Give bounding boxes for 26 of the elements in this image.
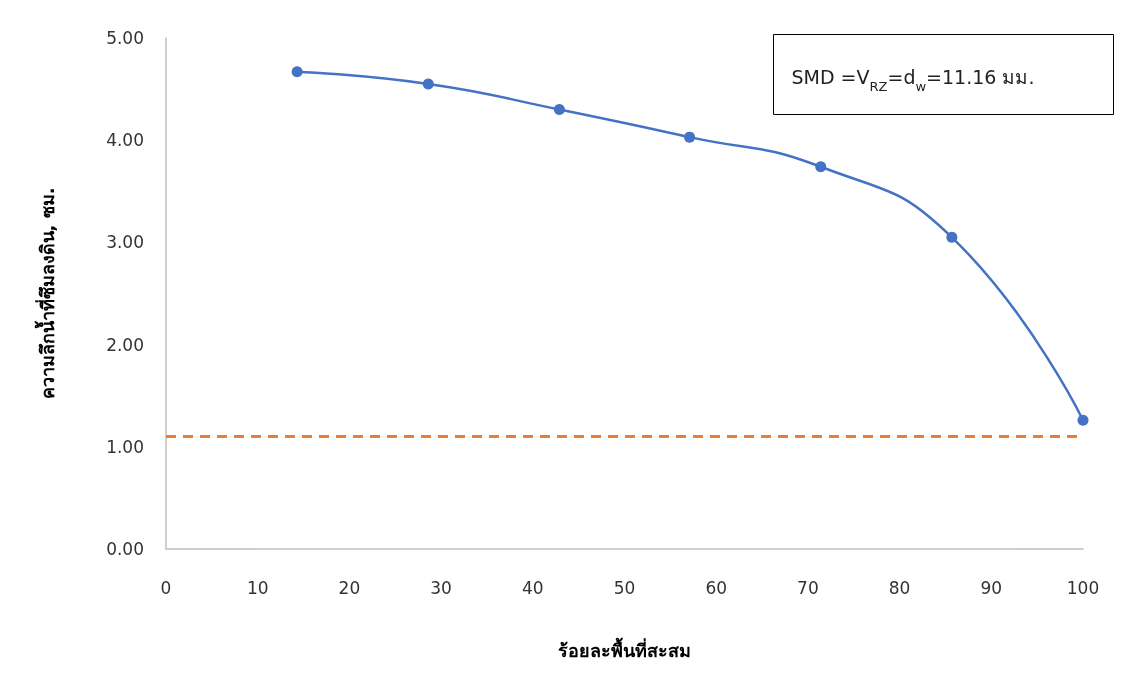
x-tick-label: 20 (338, 577, 361, 598)
x-tick-label: 40 (521, 577, 544, 598)
y-axis-title: ความลึกน้ำที่ซึมลงดิน, ซม. (33, 187, 58, 400)
point (422, 78, 434, 90)
x-tick-label: 0 (160, 577, 172, 598)
y-tick-label: 0.00 (106, 539, 144, 559)
x-axis-title: ร้อยละพื้นที่สะสม (558, 636, 691, 661)
x-tick-label: 30 (430, 577, 452, 598)
x-tick-label: 50 (613, 577, 636, 598)
y-tick-label: 3.00 (106, 232, 144, 253)
x-tick-label: 90 (980, 577, 1003, 598)
point (815, 161, 827, 173)
x-tick-label: 10 (246, 577, 269, 598)
point (946, 231, 958, 243)
y-tick-label: 5.00 (106, 28, 144, 48)
x-tick-label: 60 (705, 577, 728, 598)
x-tick-label: 70 (797, 577, 819, 598)
y-tick-label: 1.00 (106, 436, 144, 457)
y-tick-label: 4.00 (106, 130, 144, 151)
point (553, 104, 565, 116)
x-tick-label: 80 (888, 577, 911, 598)
x-tick-label: 100 (1066, 577, 1100, 598)
point (1077, 414, 1089, 426)
point (684, 131, 696, 143)
y-tick-label: 2.00 (106, 334, 144, 355)
point (291, 66, 303, 78)
